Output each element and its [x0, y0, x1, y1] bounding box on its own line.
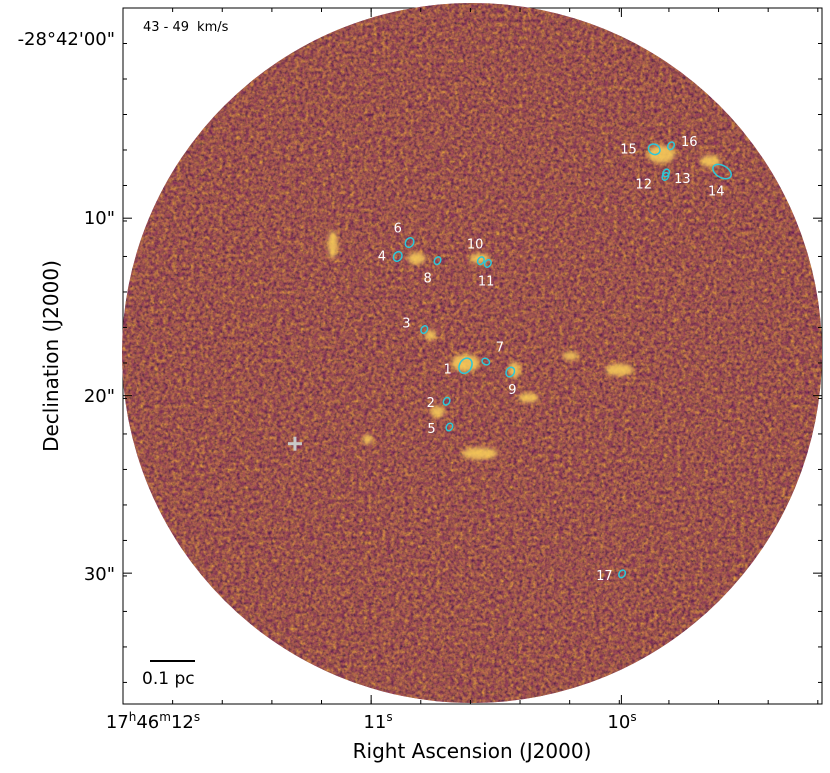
tick-marks: [122, 7, 822, 704]
source-label: 12: [635, 177, 652, 192]
source-ellipse: [647, 143, 661, 156]
emission-peak: [647, 145, 676, 164]
source-label: 14: [708, 185, 725, 200]
emission-peak: [430, 405, 445, 418]
x-tick-label: 10s: [607, 710, 636, 733]
source-label: 3: [402, 317, 410, 332]
source-label: 4: [378, 249, 386, 264]
source-ellipse: [433, 256, 442, 266]
y-axis-title: Declination (J2000): [39, 260, 63, 452]
source-ellipse: [505, 366, 516, 378]
emission-peak: [451, 353, 480, 372]
y-tick-label: -28°42'00": [18, 29, 115, 50]
y-tick-label: 10": [84, 208, 115, 229]
source-label: 16: [681, 135, 698, 150]
source-ellipse: [712, 163, 732, 180]
source-ellipse: [481, 357, 491, 366]
source-ellipse: [442, 396, 451, 406]
source-label: 13: [674, 172, 691, 187]
source-label: 5: [427, 422, 435, 437]
emission-peak: [424, 330, 437, 341]
y-tick-label: 20": [84, 386, 115, 407]
source-ellipse: [666, 141, 676, 151]
source-ellipse: [420, 325, 429, 335]
source-ellipse: [483, 258, 492, 268]
velocity-range-label: 43 - 49 km/s: [143, 20, 229, 35]
emission-peak: [362, 434, 373, 445]
source-ellipse: [458, 357, 473, 375]
emission-map: [122, 3, 822, 703]
source-label: 7: [496, 341, 504, 356]
emission-peak: [518, 392, 539, 403]
y-tick-label: 30": [84, 564, 115, 585]
source-ellipse: [404, 237, 415, 249]
scale-bar-label: 0.1 pc: [142, 669, 195, 689]
source-label: 6: [394, 222, 402, 237]
source-label: 1: [444, 363, 452, 378]
bright-emission: [327, 145, 721, 460]
emission-peak: [461, 447, 498, 460]
source-ellipse: [618, 569, 627, 579]
source-label: 15: [620, 142, 637, 157]
source-label: 9: [508, 383, 516, 398]
source-label: 17: [596, 569, 613, 584]
x-axis-title: Right Ascension (J2000): [353, 739, 592, 763]
source-ellipse: [445, 422, 454, 432]
emission-peak: [327, 230, 338, 259]
x-tick-label: 11s: [363, 710, 392, 733]
emission-peak: [562, 352, 579, 360]
emission-peak: [407, 252, 426, 265]
source-label: 8: [424, 272, 432, 287]
emission-peak: [605, 363, 634, 376]
source-ellipse: [476, 256, 485, 266]
source-label: 10: [467, 238, 484, 253]
emission-peak: [700, 155, 721, 168]
x-tick-label: 17h46m12s: [106, 710, 200, 733]
source-ellipse: [662, 168, 671, 178]
source-label: 11: [478, 274, 495, 289]
source-label: 2: [427, 396, 435, 411]
source-ellipse: [392, 250, 403, 262]
